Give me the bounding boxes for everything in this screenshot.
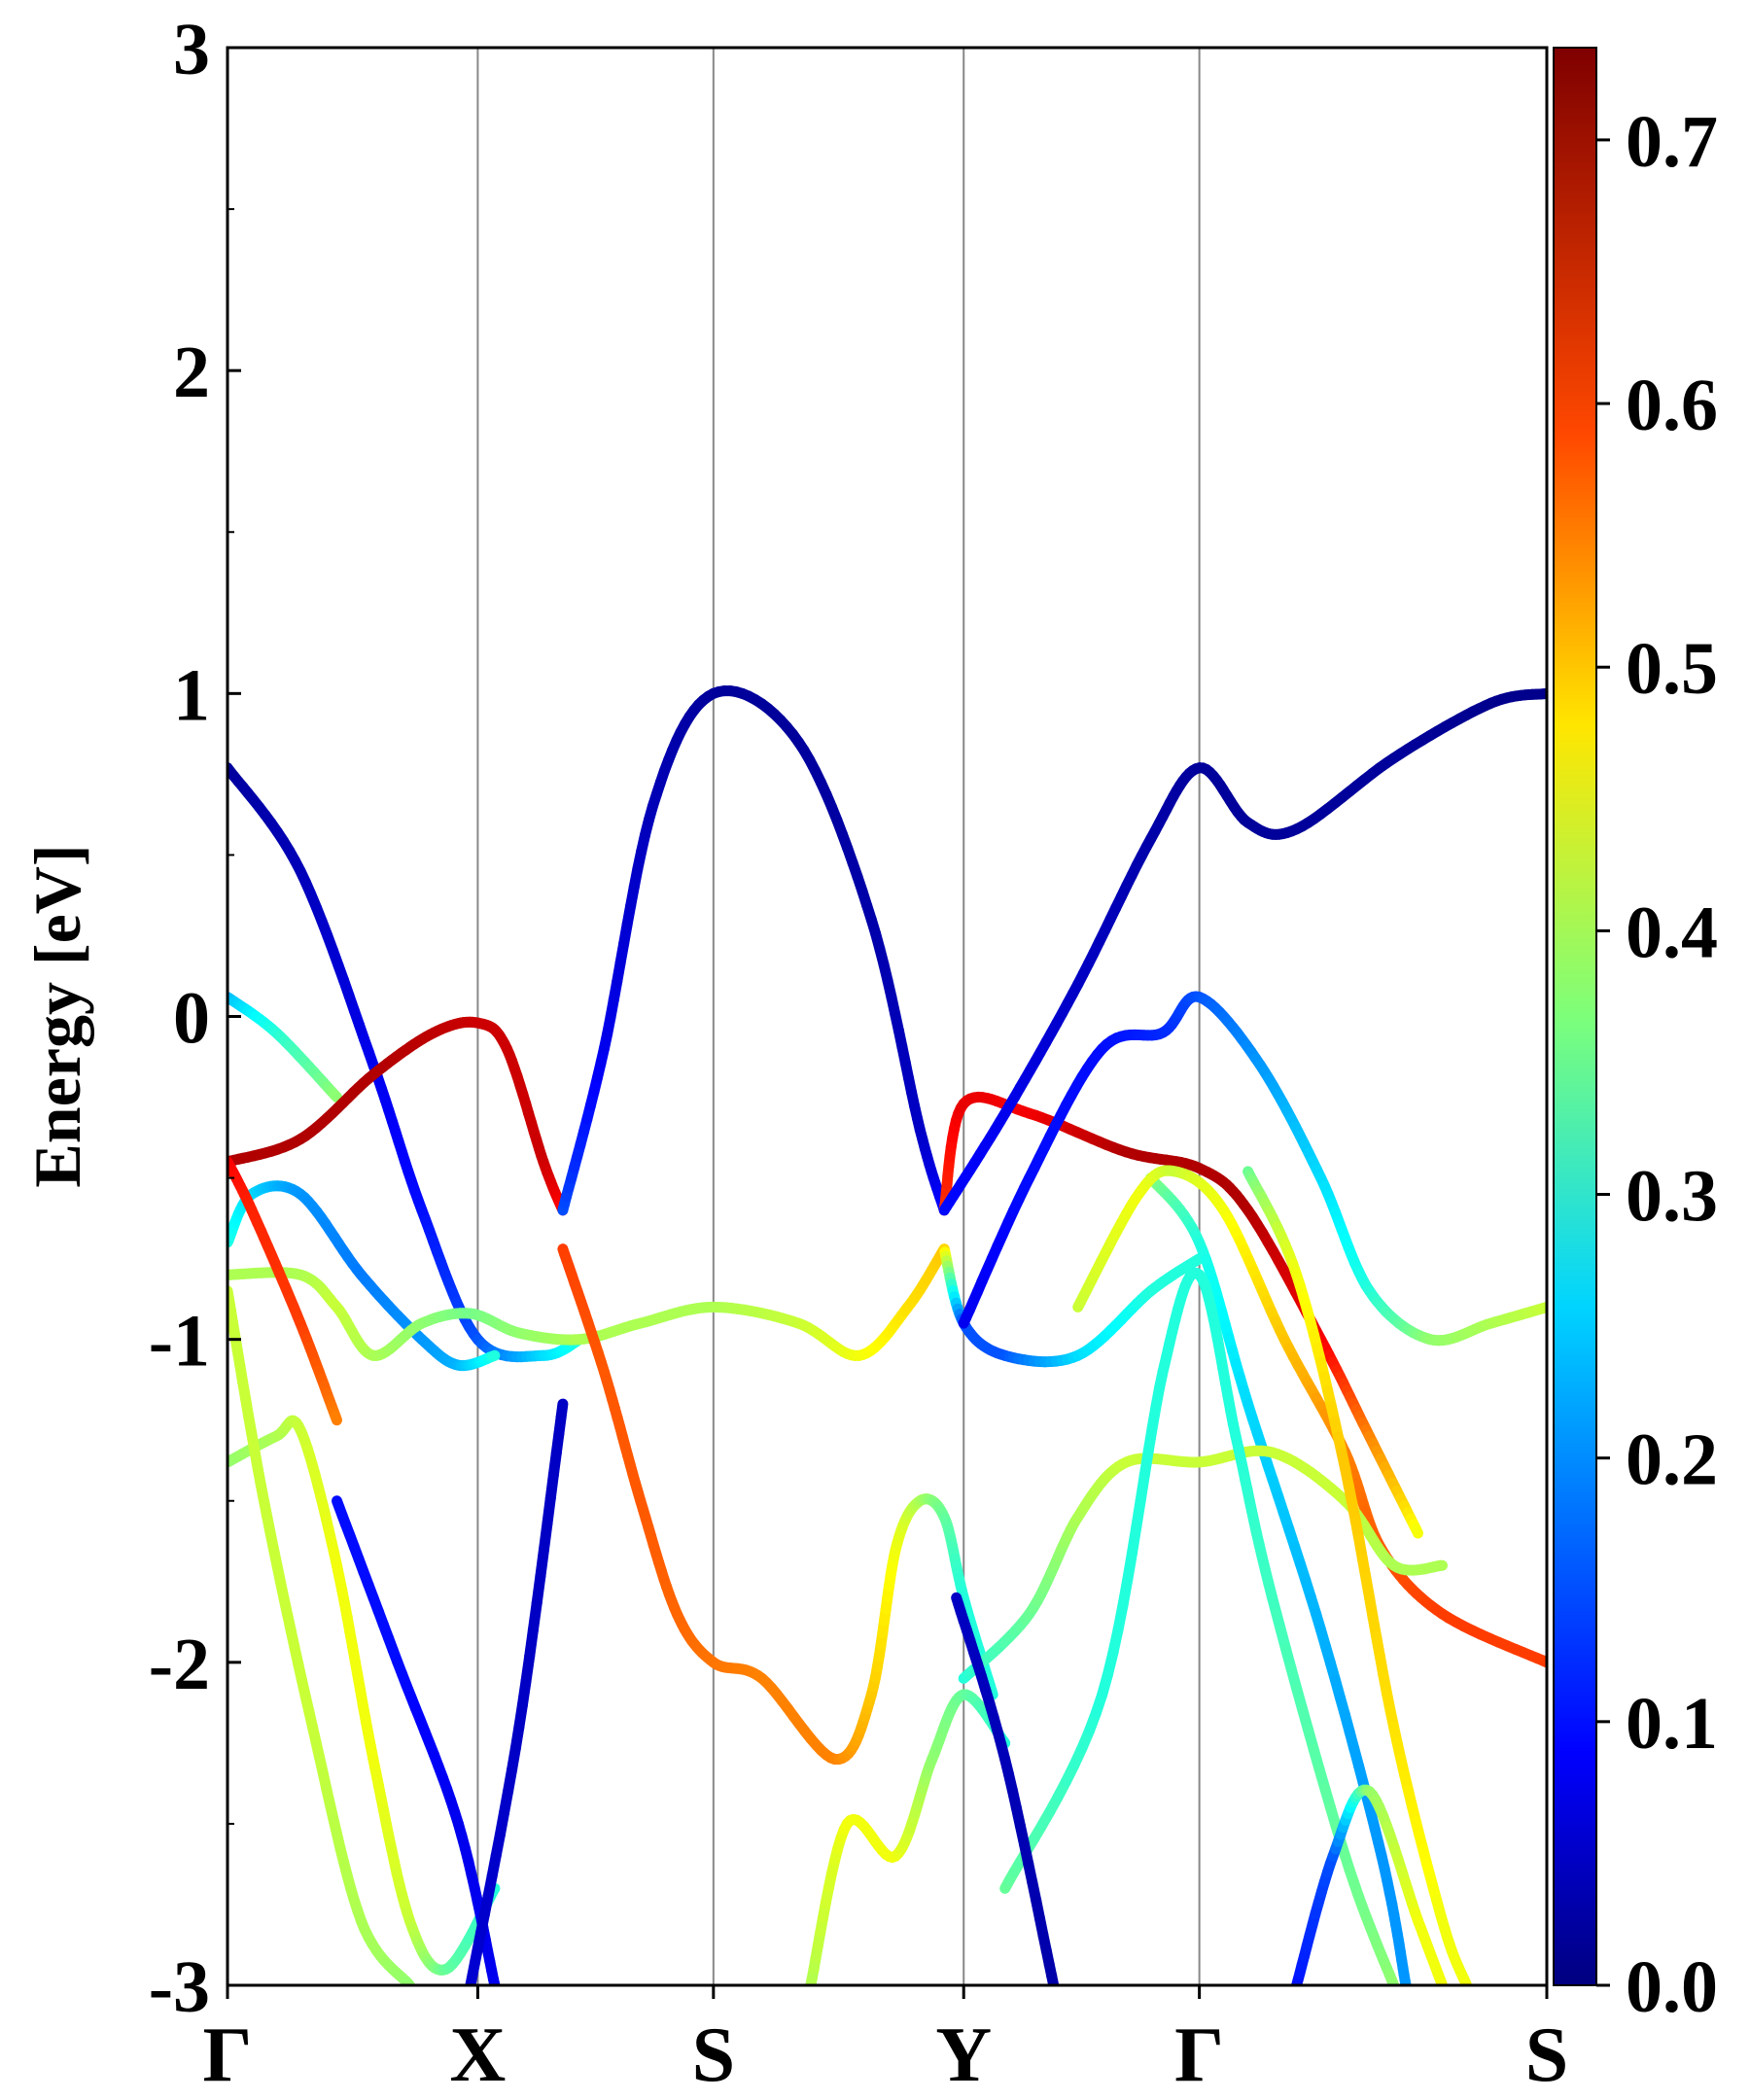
y-tick-label: -2: [149, 1624, 210, 1705]
colorbar-tick-label: 0.0: [1626, 1946, 1718, 2028]
band-4: [557, 685, 950, 1216]
y-tick-label: 2: [173, 332, 210, 413]
band-24: [1291, 1784, 1448, 1985]
high-symmetry-lines: [476, 48, 1201, 1985]
colorbar-tick-label: 0.7: [1626, 101, 1718, 183]
y-tick-label: 3: [173, 9, 210, 90]
band-segment: [1046, 1970, 1060, 1985]
band-23: [951, 1592, 1060, 1985]
y-tick-label: -3: [149, 1946, 210, 2028]
band-20: [332, 1495, 501, 1985]
band-6: [228, 1180, 501, 1372]
band-10: [938, 1243, 1206, 1368]
x-tick-label: S: [1525, 2012, 1569, 2098]
band-2: [228, 992, 342, 1102]
band-segment: [330, 1411, 342, 1426]
x-tick-label: Γ: [1174, 2012, 1224, 2098]
band-17: [1242, 1166, 1472, 1985]
band-15: [958, 1445, 1448, 1684]
band-12: [958, 991, 1547, 1347]
x-tick-label: Y: [935, 2012, 992, 2098]
colorbar-tick-label: 0.3: [1626, 1156, 1718, 1238]
band-segment: [1192, 1253, 1206, 1266]
colorbar-axis: 0.0 0.1 0.2 0.3 0.4 0.5 0.6 0.7: [1596, 101, 1718, 2028]
band-16: [999, 1268, 1400, 1985]
colorbar-tick-label: 0.5: [1626, 628, 1718, 710]
band-19: [228, 1285, 415, 1985]
band-3: [228, 1016, 569, 1216]
x-tick-label: S: [692, 2012, 736, 2098]
y-tick-label: 1: [173, 654, 210, 736]
colorbar-tick-label: 0.6: [1626, 365, 1718, 446]
band-7: [228, 1243, 950, 1361]
band-5: [938, 1091, 1423, 1539]
y-tick-label: -1: [149, 1301, 210, 1382]
band-21: [465, 1398, 569, 1985]
plot-frame: [226, 46, 1549, 1987]
x-tick-label: Γ: [203, 2012, 253, 2098]
band-segment: [487, 1349, 501, 1362]
bands: [228, 685, 1547, 1985]
band-11: [938, 687, 1547, 1216]
band-segment: [986, 1685, 998, 1700]
band-segment: [329, 1089, 342, 1102]
y-axis-label: Energy [eV]: [20, 844, 94, 1187]
band-segment: [555, 1398, 569, 1423]
colorbar-tick-label: 0.1: [1626, 1683, 1718, 1765]
band-22: [805, 1689, 1011, 1985]
y-tick-label: 0: [173, 978, 210, 1060]
colorbar-tick-label: 0.4: [1626, 892, 1718, 973]
band-18: [228, 1415, 501, 1976]
band-9: [557, 1243, 998, 1765]
colorbar-tick-label: 0.2: [1626, 1419, 1718, 1501]
band-8: [228, 1156, 342, 1426]
colorbar: [1553, 47, 1597, 1986]
band-segment: [1411, 1523, 1423, 1539]
x-tick-label: X: [450, 2012, 507, 2098]
y-axis: 3 2 1 0 -1 -2 -3: [149, 9, 241, 2028]
